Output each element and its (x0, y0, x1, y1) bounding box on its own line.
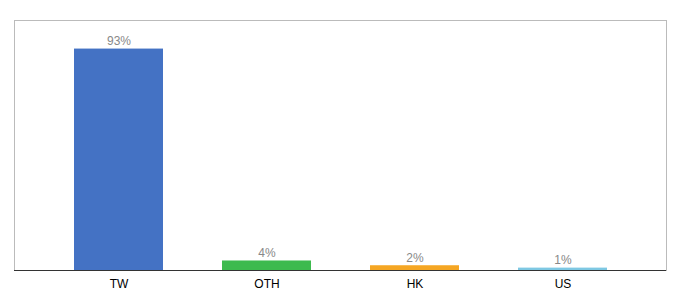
svg-text:US: US (555, 277, 572, 291)
svg-text:4%: 4% (258, 246, 276, 260)
svg-text:TW: TW (110, 277, 129, 291)
svg-text:OTH: OTH (254, 277, 279, 291)
svg-text:2%: 2% (406, 251, 424, 265)
svg-text:1%: 1% (554, 253, 572, 267)
svg-text:93%: 93% (107, 34, 131, 48)
svg-text:HK: HK (407, 277, 424, 291)
